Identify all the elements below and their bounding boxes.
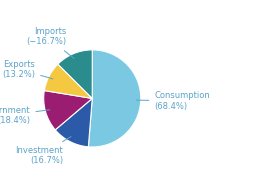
Text: Investment
(16.7%): Investment (16.7%) xyxy=(15,137,71,165)
Text: Government
(18.4%): Government (18.4%) xyxy=(0,106,50,125)
Text: Imports
(−16.7%): Imports (−16.7%) xyxy=(27,27,74,59)
Text: Exports
(13.2%): Exports (13.2%) xyxy=(2,60,53,79)
Wedge shape xyxy=(88,50,141,147)
Wedge shape xyxy=(44,91,92,130)
Text: Consumption
(68.4%): Consumption (68.4%) xyxy=(136,91,210,111)
Wedge shape xyxy=(55,98,92,147)
Wedge shape xyxy=(58,50,92,98)
Wedge shape xyxy=(44,64,92,98)
